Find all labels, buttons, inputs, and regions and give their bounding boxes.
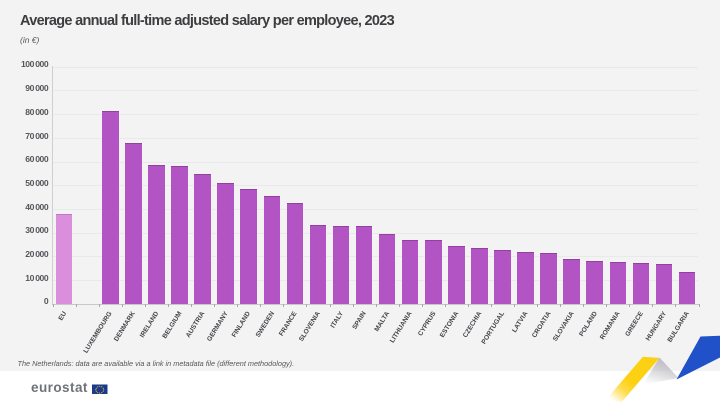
svg-text:eurostat: eurostat (31, 380, 88, 395)
